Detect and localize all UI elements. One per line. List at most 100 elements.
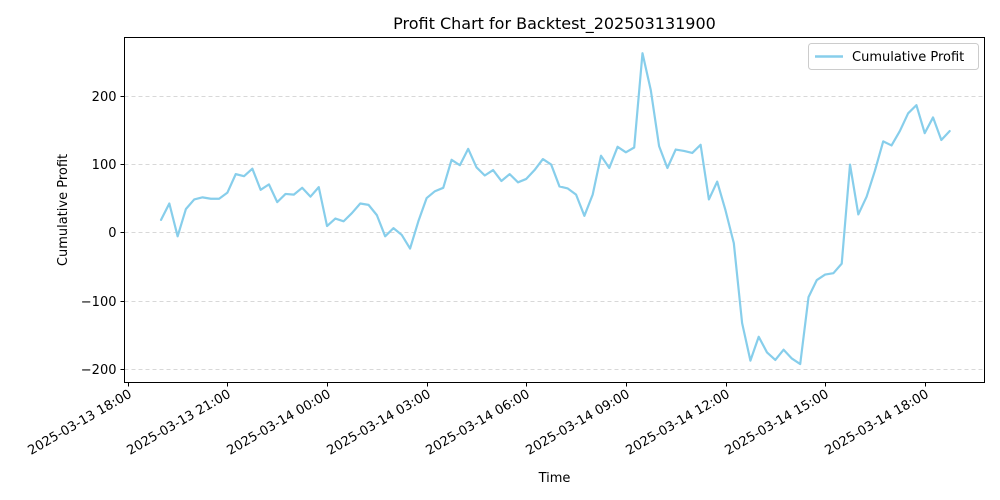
data-point <box>806 295 811 300</box>
chart-title: Profit Chart for Backtest_202503131900 <box>393 14 716 34</box>
data-point <box>632 145 637 150</box>
data-point <box>698 142 703 147</box>
data-point <box>233 172 238 177</box>
data-point <box>308 194 313 199</box>
data-point <box>499 178 504 183</box>
data-point <box>623 150 628 155</box>
data-point <box>897 129 902 134</box>
y-tick-label: −200 <box>81 363 117 378</box>
data-point <box>848 162 853 167</box>
data-point <box>291 192 296 197</box>
data-point <box>765 350 770 355</box>
data-point <box>192 197 197 202</box>
data-point <box>266 182 271 187</box>
data-point <box>914 103 919 108</box>
data-point <box>275 200 280 205</box>
data-point <box>889 143 894 148</box>
data-point <box>565 186 570 191</box>
data-point <box>607 165 612 170</box>
data-point <box>374 213 379 218</box>
data-point <box>549 162 554 167</box>
data-point <box>615 144 620 149</box>
data-point <box>159 217 164 222</box>
data-point <box>590 192 595 197</box>
series-layer <box>159 51 952 366</box>
data-point <box>300 185 305 190</box>
data-point <box>682 148 687 153</box>
data-point <box>316 185 321 190</box>
data-point <box>673 147 678 152</box>
data-point <box>283 191 288 196</box>
data-point <box>831 271 836 276</box>
data-point <box>491 168 496 173</box>
data-point <box>482 173 487 178</box>
data-point <box>515 180 520 185</box>
legend-box <box>808 43 979 70</box>
data-point <box>706 197 711 202</box>
data-point <box>540 157 545 162</box>
data-point <box>648 88 653 93</box>
data-point <box>789 356 794 361</box>
data-point <box>906 111 911 116</box>
data-point <box>781 347 786 352</box>
data-point <box>723 208 728 213</box>
data-point <box>175 234 180 239</box>
data-point <box>756 334 761 339</box>
data-point <box>715 179 720 184</box>
data-point <box>814 278 819 283</box>
data-point <box>349 211 354 216</box>
data-point <box>690 150 695 155</box>
data-point <box>225 190 230 195</box>
data-point <box>524 176 529 181</box>
data-point <box>183 206 188 211</box>
data-point <box>441 185 446 190</box>
data-point <box>466 146 471 151</box>
data-point <box>325 224 330 229</box>
data-point <box>449 157 454 162</box>
y-axis-ticks: −200 −100 0 100 200 <box>81 90 125 378</box>
data-point <box>457 163 462 168</box>
data-point <box>474 165 479 170</box>
y-tick-label: 0 <box>108 226 116 241</box>
data-point <box>839 261 844 266</box>
y-axis-label: Cumulative Profit <box>56 154 71 266</box>
data-point <box>258 187 263 192</box>
data-point <box>665 165 670 170</box>
data-point <box>242 174 247 179</box>
data-point <box>399 232 404 237</box>
data-point <box>872 168 877 173</box>
legend-label: Cumulative Profit <box>852 50 964 65</box>
data-point <box>408 246 413 251</box>
data-point <box>557 184 562 189</box>
data-point <box>358 201 363 206</box>
x-axis-label: Time <box>538 471 571 486</box>
plot-frame <box>124 37 985 383</box>
data-point <box>931 115 936 120</box>
data-point <box>881 139 886 144</box>
data-point <box>947 129 952 134</box>
data-point <box>250 166 255 171</box>
data-point <box>167 201 172 206</box>
data-point <box>432 189 437 194</box>
data-point <box>939 137 944 142</box>
data-point <box>731 241 736 246</box>
data-point <box>391 226 396 231</box>
data-point <box>657 144 662 149</box>
y-tick-label: 100 <box>92 158 117 173</box>
data-point <box>383 234 388 239</box>
data-point <box>424 196 429 201</box>
data-point <box>598 153 603 158</box>
data-point <box>333 216 338 221</box>
grid-layer <box>124 96 985 370</box>
y-tick-label: −100 <box>81 295 117 310</box>
data-point <box>864 194 869 199</box>
y-tick-label: 200 <box>92 90 117 105</box>
data-point <box>582 213 587 218</box>
data-point <box>640 51 645 56</box>
data-point <box>773 357 778 362</box>
data-point <box>922 131 927 136</box>
data-point <box>856 212 861 217</box>
